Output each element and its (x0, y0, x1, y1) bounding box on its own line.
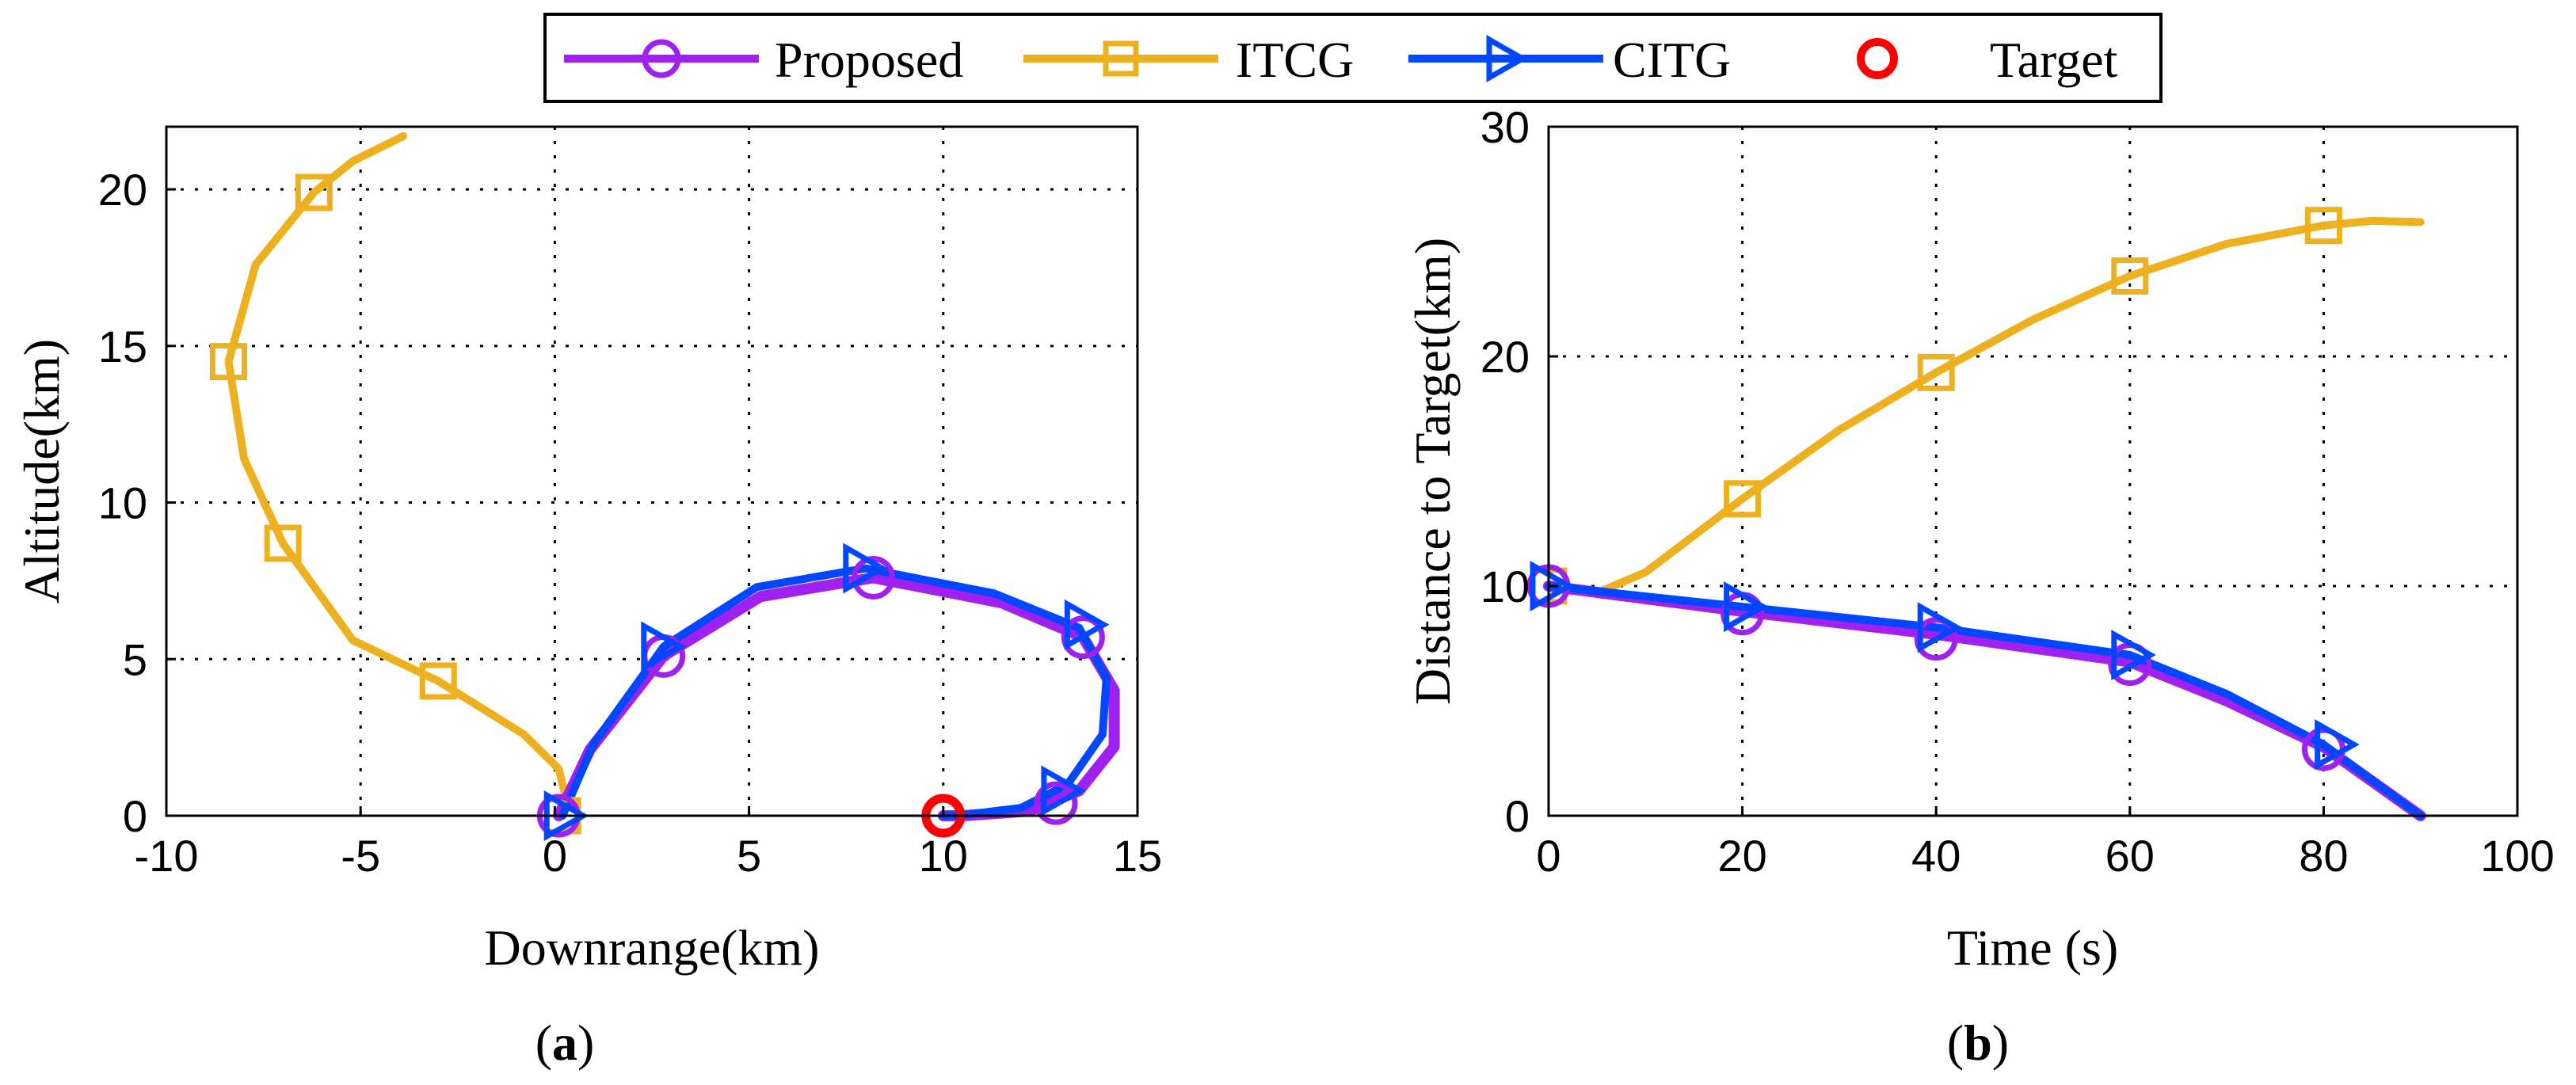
panel-b-ytick-label: 20 (1480, 332, 1530, 382)
legend-entry-citg: CITG (1408, 32, 1731, 88)
panel-b-series-citg-marker (2111, 630, 2156, 680)
panel-a-ticks: -10 -5 0 5 10 15 0 5 10 15 20 (98, 165, 1162, 881)
panel-b-series-citg-marker (1530, 561, 1576, 611)
panel-a-series-citg-marker (641, 621, 686, 672)
panel-b-ylabel: Distance to Target(km) (1404, 238, 1461, 705)
panel-b-letter: b (1964, 1015, 1992, 1071)
panel-a-xtick-label: 0 (543, 831, 567, 881)
panel-b-xtick-label: 60 (2105, 831, 2155, 881)
legend-label-proposed: Proposed (775, 32, 963, 88)
panel-a-series (209, 131, 1120, 841)
panel-a-ytick-label: 5 (123, 634, 147, 684)
panel-b-axes-box (1547, 125, 2519, 817)
panel-a-series-proposed-marker (1034, 781, 1078, 825)
panel-a-caption: (a) (535, 1015, 595, 1071)
panel-b-ticks: 0 20 40 60 80 100 0 10 20 30 (1480, 102, 2555, 881)
legend-marker-target (1857, 38, 1898, 79)
panel-b-xtick-label: 20 (1717, 831, 1766, 881)
panel-a-series-citg-marker (843, 542, 888, 594)
legend-entry-proposed: Proposed (564, 32, 963, 88)
legend-entry-itcg: ITCG (1023, 32, 1354, 88)
panel-a-ylabel: Altitude(km) (13, 339, 70, 603)
panel-a: -10 -5 0 5 10 15 0 5 10 15 20 Downrange(km) Altitu… (13, 125, 1162, 1071)
legend-marker-citg (1486, 34, 1529, 83)
panel-a-ytick-label: 15 (98, 322, 147, 371)
panel-a-grid (166, 127, 1137, 816)
legend-label-itcg: ITCG (1236, 32, 1354, 88)
legend: Proposed ITCG CITG Target (543, 13, 2163, 103)
panel-a-xtick-label: -5 (341, 831, 380, 881)
panel-a-letter: a (552, 1015, 577, 1071)
panel-b-series-itcg-marker (1917, 353, 1955, 391)
panel-a-xtick-label: 15 (1113, 831, 1162, 881)
panel-b-ytick-label: 10 (1480, 562, 1530, 611)
panel-b-xtick-label: 100 (2480, 831, 2554, 881)
panel-b-xtick-label: 0 (1536, 831, 1560, 881)
panel-b-xtick-label: 40 (1911, 831, 1961, 881)
panel-b-series-proposed-marker (1914, 617, 1958, 661)
legend-entry-target: Target (1857, 32, 2118, 88)
panel-b-series-citg-marker (1917, 602, 1963, 653)
panel-a-xtick-label: -10 (135, 831, 199, 881)
panel-a-xlabel: Downrange(km) (485, 919, 820, 976)
panel-a-xtick-label: 10 (919, 831, 968, 881)
panel-b-series-itcg-marker (2304, 207, 2342, 245)
panel-b-series-itcg-marker (1724, 480, 1762, 518)
panel-a-xtick-label: 5 (737, 831, 761, 881)
panel-b-series-citg-line (1545, 582, 2425, 820)
panel-a-axes-box (165, 125, 1139, 817)
panel-a-series-itcg-marker (419, 662, 457, 700)
legend-marker-itcg (1103, 40, 1139, 77)
panel-b-series-itcg-line (1545, 216, 2425, 597)
panel-a-series-proposed-line (553, 572, 1120, 821)
panel-b-xtick-label: 80 (2299, 831, 2348, 881)
panel-b-ytick-label: 30 (1480, 102, 1530, 152)
legend-label-citg: CITG (1613, 32, 1731, 88)
panel-a-series-citg-marker (1041, 765, 1087, 817)
panel-b-ytick-label: 0 (1505, 791, 1530, 841)
panel-a-series-proposed-marker (1061, 615, 1105, 660)
panel-b-series (1526, 207, 2426, 821)
panel-b-caption: (b) (1947, 1015, 2009, 1071)
panel-a-series-citg-marker (1064, 599, 1110, 650)
panel-b: 0 20 40 60 80 100 0 10 20 30 Time (s) Distance to… (1404, 102, 2555, 1071)
panel-a-series-itcg-marker (295, 173, 333, 211)
panel-b-series-itcg-marker (2111, 257, 2149, 295)
panel-a-series-itcg-marker (209, 343, 247, 381)
panel-b-series-citg-marker (2315, 719, 2360, 771)
panel-a-series-itcg-marker (264, 524, 302, 562)
legend-label-target: Target (1990, 32, 2118, 88)
panel-a-ytick-label: 10 (98, 478, 147, 528)
panel-a-ytick-label: 0 (123, 791, 147, 841)
panel-a-ytick-label: 20 (98, 165, 147, 215)
panel-b-series-proposed-line (1543, 581, 2426, 821)
panel-a-series-proposed-marker (852, 555, 896, 600)
panel-b-grid (1549, 127, 2517, 816)
legend-marker-proposed (642, 39, 681, 78)
panel-b-xlabel: Time (s) (1947, 919, 2118, 976)
panel-a-series-itcg-line (224, 131, 571, 805)
panel-b-series-citg-marker (1724, 581, 1769, 633)
panel-a-series-citg-line (558, 564, 1111, 820)
